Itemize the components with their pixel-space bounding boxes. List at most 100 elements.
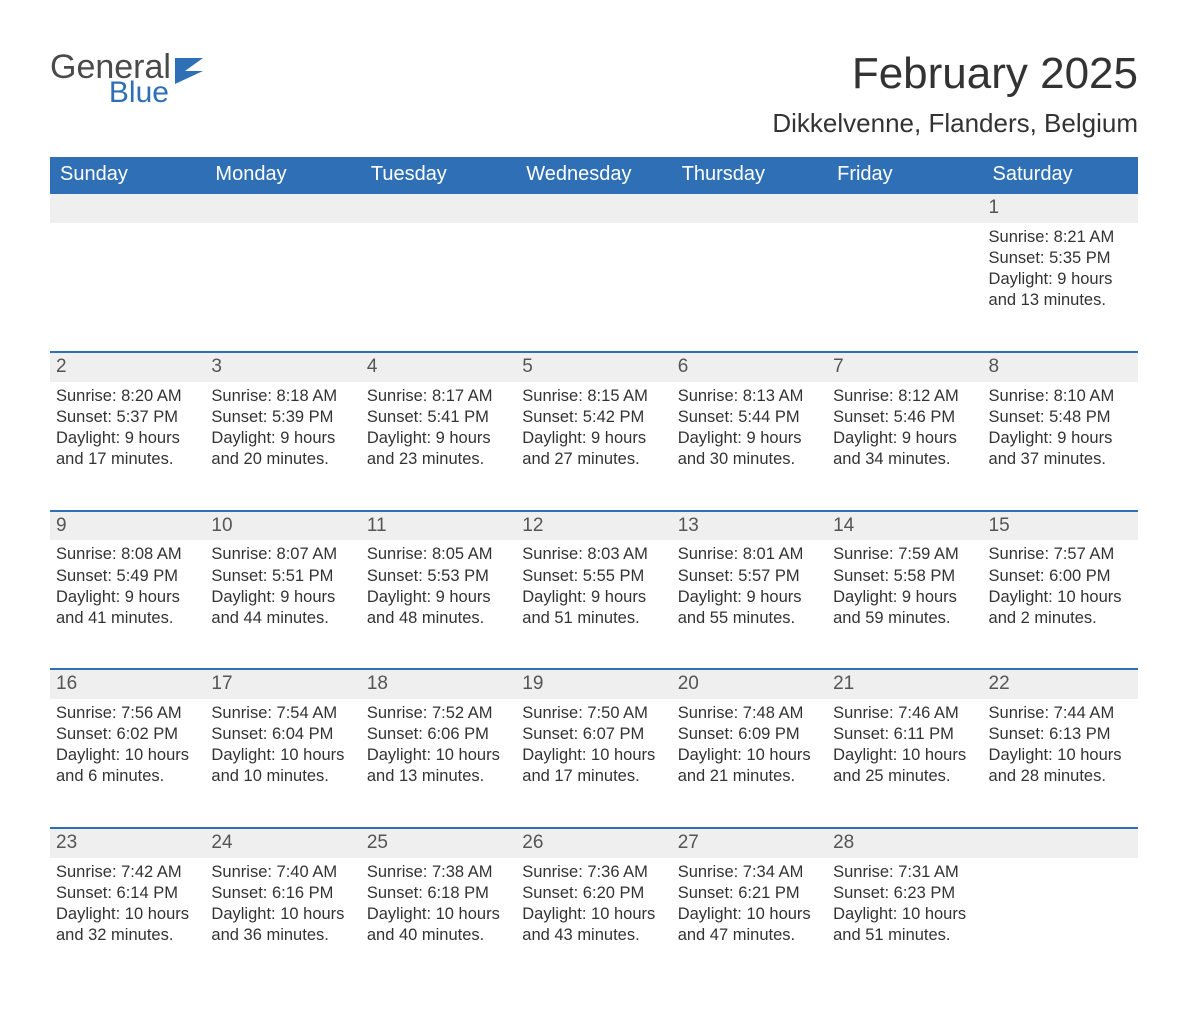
day-details: Sunrise: 7:42 AMSunset: 6:14 PMDaylight:… (50, 858, 205, 950)
day-cell: Sunrise: 8:01 AMSunset: 5:57 PMDaylight:… (672, 540, 827, 669)
daylight-line: Daylight: 10 hours and 40 minutes. (367, 904, 510, 946)
day-cell: Sunrise: 7:59 AMSunset: 5:58 PMDaylight:… (827, 540, 982, 669)
sunset-line: Sunset: 5:55 PM (522, 566, 665, 587)
day-cell: Sunrise: 8:08 AMSunset: 5:49 PMDaylight:… (50, 540, 205, 669)
day-number-row: 2345678 (50, 353, 1138, 382)
day-cell: Sunrise: 8:12 AMSunset: 5:46 PMDaylight:… (827, 382, 982, 511)
day-details: Sunrise: 8:21 AMSunset: 5:35 PMDaylight:… (983, 223, 1138, 315)
daylight-line: Daylight: 10 hours and 51 minutes. (833, 904, 976, 946)
flag-icon (175, 58, 209, 84)
sunrise-line: Sunrise: 8:07 AM (211, 544, 354, 565)
day-details: Sunrise: 7:57 AMSunset: 6:00 PMDaylight:… (983, 540, 1138, 632)
sunset-line: Sunset: 5:41 PM (367, 407, 510, 428)
daylight-line: Daylight: 9 hours and 48 minutes. (367, 587, 510, 629)
location-line: Dikkelvenne, Flanders, Belgium (772, 108, 1138, 139)
sunset-line: Sunset: 5:37 PM (56, 407, 199, 428)
daylight-line: Daylight: 10 hours and 2 minutes. (989, 587, 1132, 629)
day-cell: Sunrise: 8:17 AMSunset: 5:41 PMDaylight:… (361, 382, 516, 511)
day-number-row: 16171819202122 (50, 670, 1138, 699)
sunrise-line: Sunrise: 7:48 AM (678, 703, 821, 724)
day-cell: Sunrise: 7:50 AMSunset: 6:07 PMDaylight:… (516, 699, 671, 828)
daylight-line: Daylight: 9 hours and 51 minutes. (522, 587, 665, 629)
title-block: February 2025 Dikkelvenne, Flanders, Bel… (772, 50, 1138, 139)
day-cell (827, 223, 982, 352)
weekday-header: Sunday (50, 157, 205, 194)
sunset-line: Sunset: 6:21 PM (678, 883, 821, 904)
day-cell: Sunrise: 7:42 AMSunset: 6:14 PMDaylight:… (50, 858, 205, 986)
sunrise-line: Sunrise: 7:34 AM (678, 862, 821, 883)
sunset-line: Sunset: 5:35 PM (989, 248, 1132, 269)
day-cell (361, 223, 516, 352)
sunrise-line: Sunrise: 8:18 AM (211, 386, 354, 407)
week-row: Sunrise: 8:21 AMSunset: 5:35 PMDaylight:… (50, 223, 1138, 352)
sunset-line: Sunset: 6:16 PM (211, 883, 354, 904)
day-details: Sunrise: 7:48 AMSunset: 6:09 PMDaylight:… (672, 699, 827, 791)
daylight-line: Daylight: 9 hours and 34 minutes. (833, 428, 976, 470)
daylight-line: Daylight: 9 hours and 44 minutes. (211, 587, 354, 629)
day-cell: Sunrise: 7:34 AMSunset: 6:21 PMDaylight:… (672, 858, 827, 986)
day-cell: Sunrise: 8:20 AMSunset: 5:37 PMDaylight:… (50, 382, 205, 511)
day-cell: Sunrise: 8:21 AMSunset: 5:35 PMDaylight:… (983, 223, 1138, 352)
day-details: Sunrise: 7:31 AMSunset: 6:23 PMDaylight:… (827, 858, 982, 950)
day-cell: Sunrise: 8:13 AMSunset: 5:44 PMDaylight:… (672, 382, 827, 511)
day-number (827, 194, 982, 223)
day-number: 22 (983, 670, 1138, 699)
weekday-header: Thursday (672, 157, 827, 194)
daylight-line: Daylight: 10 hours and 47 minutes. (678, 904, 821, 946)
sunrise-line: Sunrise: 8:08 AM (56, 544, 199, 565)
day-details: Sunrise: 7:59 AMSunset: 5:58 PMDaylight:… (827, 540, 982, 632)
daylight-line: Daylight: 9 hours and 13 minutes. (989, 269, 1132, 311)
day-details: Sunrise: 7:52 AMSunset: 6:06 PMDaylight:… (361, 699, 516, 791)
sunset-line: Sunset: 6:13 PM (989, 724, 1132, 745)
weekday-header: Monday (205, 157, 360, 194)
sunset-line: Sunset: 6:18 PM (367, 883, 510, 904)
daylight-line: Daylight: 10 hours and 13 minutes. (367, 745, 510, 787)
day-number-row: 232425262728 (50, 829, 1138, 858)
day-cell: Sunrise: 7:44 AMSunset: 6:13 PMDaylight:… (983, 699, 1138, 828)
day-cell: Sunrise: 8:03 AMSunset: 5:55 PMDaylight:… (516, 540, 671, 669)
day-number (516, 194, 671, 223)
day-number: 3 (205, 353, 360, 382)
sunset-line: Sunset: 6:23 PM (833, 883, 976, 904)
day-cell: Sunrise: 7:38 AMSunset: 6:18 PMDaylight:… (361, 858, 516, 986)
day-number: 7 (827, 353, 982, 382)
day-cell: Sunrise: 7:48 AMSunset: 6:09 PMDaylight:… (672, 699, 827, 828)
weekday-header: Wednesday (516, 157, 671, 194)
daylight-line: Daylight: 9 hours and 55 minutes. (678, 587, 821, 629)
sunset-line: Sunset: 5:44 PM (678, 407, 821, 428)
day-cell: Sunrise: 7:40 AMSunset: 6:16 PMDaylight:… (205, 858, 360, 986)
day-cell (516, 223, 671, 352)
day-number: 23 (50, 829, 205, 858)
day-details: Sunrise: 7:44 AMSunset: 6:13 PMDaylight:… (983, 699, 1138, 791)
daylight-line: Daylight: 10 hours and 17 minutes. (522, 745, 665, 787)
sunset-line: Sunset: 6:14 PM (56, 883, 199, 904)
day-cell (205, 223, 360, 352)
sunset-line: Sunset: 5:39 PM (211, 407, 354, 428)
sunrise-line: Sunrise: 7:56 AM (56, 703, 199, 724)
sunrise-line: Sunrise: 7:42 AM (56, 862, 199, 883)
sunset-line: Sunset: 5:53 PM (367, 566, 510, 587)
daylight-line: Daylight: 9 hours and 37 minutes. (989, 428, 1132, 470)
day-cell: Sunrise: 8:05 AMSunset: 5:53 PMDaylight:… (361, 540, 516, 669)
day-number (50, 194, 205, 223)
daylight-line: Daylight: 9 hours and 23 minutes. (367, 428, 510, 470)
day-details: Sunrise: 8:20 AMSunset: 5:37 PMDaylight:… (50, 382, 205, 474)
day-number: 6 (672, 353, 827, 382)
sunset-line: Sunset: 6:00 PM (989, 566, 1132, 587)
day-cell: Sunrise: 7:57 AMSunset: 6:00 PMDaylight:… (983, 540, 1138, 669)
day-details: Sunrise: 7:46 AMSunset: 6:11 PMDaylight:… (827, 699, 982, 791)
header-row: General Blue February 2025 Dikkelvenne, … (50, 50, 1138, 139)
weekday-header: Friday (827, 157, 982, 194)
day-number: 5 (516, 353, 671, 382)
sunrise-line: Sunrise: 8:13 AM (678, 386, 821, 407)
day-number: 19 (516, 670, 671, 699)
daylight-line: Daylight: 10 hours and 6 minutes. (56, 745, 199, 787)
day-details: Sunrise: 8:15 AMSunset: 5:42 PMDaylight:… (516, 382, 671, 474)
daylight-line: Daylight: 10 hours and 21 minutes. (678, 745, 821, 787)
day-number: 9 (50, 512, 205, 541)
weekday-header: Tuesday (361, 157, 516, 194)
day-number: 8 (983, 353, 1138, 382)
day-number: 16 (50, 670, 205, 699)
sunrise-line: Sunrise: 8:21 AM (989, 227, 1132, 248)
day-number (361, 194, 516, 223)
